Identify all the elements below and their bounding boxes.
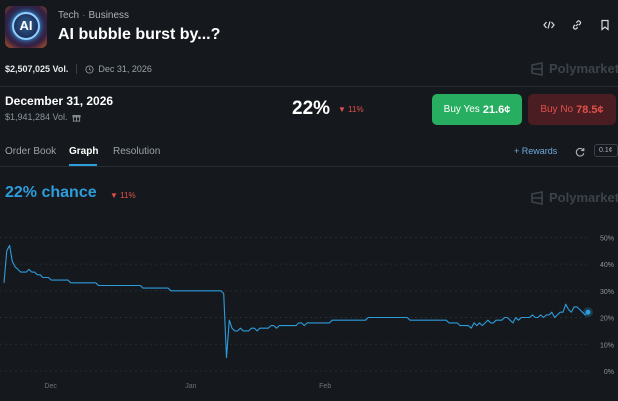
- embed-icon[interactable]: [542, 18, 556, 32]
- breadcrumb-separator: ·: [82, 10, 86, 21]
- x-tick-label: Jan: [185, 383, 196, 390]
- breadcrumb: Tech · Business: [58, 10, 129, 21]
- market-title: AI bubble burst by...?: [58, 26, 221, 43]
- tick-size-badge[interactable]: 0.1¢: [594, 144, 618, 157]
- breadcrumb-category[interactable]: Tech: [58, 10, 80, 21]
- end-date-text: Dec 31, 2026: [98, 64, 152, 74]
- y-tick-label: 30%: [600, 289, 614, 296]
- buy-no-button[interactable]: Buy No 78.5¢: [528, 94, 616, 125]
- total-volume: $2,507,025 Vol.: [5, 64, 69, 74]
- market-logo: AI: [5, 6, 47, 48]
- watermark-text: Polymarket: [549, 61, 618, 76]
- polymarket-watermark-chart: Polymarket: [530, 190, 618, 205]
- price-chart[interactable]: 50% 40% 30% 20% 10% 0% Dec Jan Feb: [0, 220, 618, 401]
- outcome-change-text: 11%: [348, 105, 364, 114]
- tab-bar: Order Book Graph Resolution + Rewards 0.…: [0, 138, 618, 166]
- y-tick-label: 10%: [600, 342, 614, 349]
- chance-change-text: 11%: [120, 191, 136, 200]
- outcome-volume-text: $1,941,284 Vol.: [5, 112, 68, 122]
- last-point: [585, 309, 591, 315]
- tab-resolution[interactable]: Resolution: [113, 146, 161, 157]
- link-icon[interactable]: [570, 18, 584, 32]
- meta-separator: [76, 64, 78, 74]
- polymarket-logo-icon: [531, 61, 543, 76]
- rewards-label: Rewards: [521, 146, 558, 156]
- plus-icon: +: [514, 146, 520, 156]
- y-tick-label: 0%: [604, 369, 614, 376]
- polymarket-watermark: Polymarket: [530, 61, 618, 76]
- series-line: [3, 244, 589, 359]
- buy-yes-price: 21.6¢: [482, 103, 511, 116]
- outcome-volume: $1,941,284 Vol.: [5, 112, 81, 122]
- active-tab-indicator: [69, 164, 97, 166]
- outcome-change: ▼ 11%: [338, 105, 364, 114]
- rewards-button[interactable]: + Rewards: [514, 146, 557, 156]
- y-tick-label: 20%: [600, 316, 614, 323]
- market-meta: $2,507,025 Vol. Dec 31, 2026: [5, 64, 152, 74]
- outcome-probability: 22%: [292, 98, 331, 119]
- bookmark-icon[interactable]: [598, 18, 612, 32]
- breadcrumb-subcategory[interactable]: Business: [88, 10, 130, 21]
- buy-no-label: Buy No: [540, 104, 574, 115]
- divider: [0, 86, 618, 87]
- tab-order-book[interactable]: Order Book: [5, 146, 57, 157]
- outcome-date: December 31, 2026: [5, 94, 114, 108]
- x-tick-label: Feb: [319, 383, 331, 390]
- polymarket-logo-icon: [531, 190, 543, 205]
- end-date: Dec 31, 2026: [85, 64, 152, 74]
- watermark-text: Polymarket: [549, 190, 618, 205]
- chance-label: 22% chance: [5, 184, 97, 201]
- clock-icon: [85, 64, 94, 74]
- refresh-icon[interactable]: [574, 145, 586, 157]
- y-tick-label: 40%: [600, 262, 614, 269]
- header-actions: [542, 18, 612, 32]
- outcome-row: December 31, 2026 $1,941,284 Vol. 22% ▼ …: [0, 88, 618, 132]
- down-arrow-icon: ▼: [110, 191, 118, 200]
- logo-text: AI: [19, 18, 33, 33]
- buy-yes-label: Buy Yes: [443, 104, 480, 115]
- chance-change: ▼ 11%: [110, 191, 136, 200]
- divider: [0, 166, 618, 167]
- logo-ring: [12, 12, 40, 40]
- buy-yes-button[interactable]: Buy Yes 21.6¢: [432, 94, 522, 125]
- buy-no-price: 78.5¢: [576, 103, 604, 116]
- down-arrow-icon: ▼: [338, 105, 346, 114]
- gift-icon[interactable]: [72, 113, 81, 122]
- market-header: AI Tech · Business AI bubble burst by...?: [0, 0, 618, 56]
- x-tick-label: Dec: [44, 383, 57, 390]
- y-tick-label: 50%: [600, 235, 614, 242]
- tab-graph[interactable]: Graph: [69, 146, 99, 157]
